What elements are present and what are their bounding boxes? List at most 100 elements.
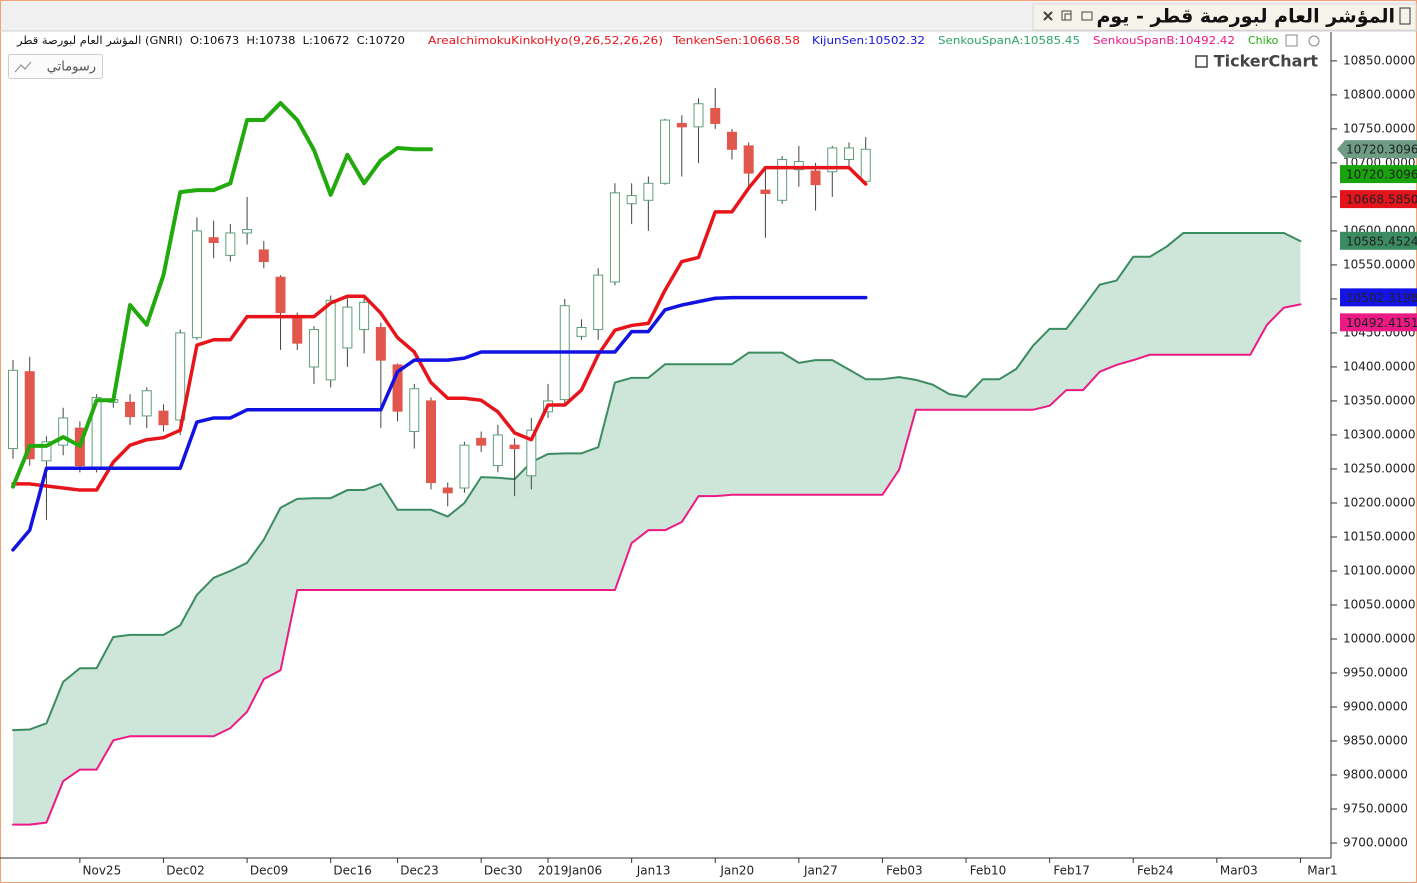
candle-body bbox=[860, 148, 871, 182]
indicator-line bbox=[12, 231, 1302, 732]
candle-body bbox=[58, 417, 69, 446]
indicator-line bbox=[11, 165, 868, 492]
indicator-line bbox=[11, 101, 433, 489]
legend-entry: AreaIchimokuKinkoHyo(9,26,52,26,26) bbox=[428, 34, 663, 47]
y-tick-label: 10350.0000 bbox=[1343, 393, 1416, 407]
x-tick-label: Dec02 bbox=[166, 864, 205, 878]
y-tick-label: 9700.0000 bbox=[1343, 836, 1408, 850]
candle-body bbox=[626, 195, 637, 205]
y-tick-label: 10850.0000 bbox=[1343, 53, 1416, 67]
x-tick-label: Dec09 bbox=[250, 864, 289, 878]
candle-body bbox=[392, 364, 403, 412]
candle-body bbox=[810, 170, 821, 186]
candle-body bbox=[359, 301, 370, 331]
candle-body bbox=[41, 441, 52, 462]
watermark-icon bbox=[1195, 55, 1208, 68]
x-tick-label: Jan27 bbox=[803, 864, 838, 878]
candle-body bbox=[760, 189, 771, 195]
candle-body bbox=[275, 276, 286, 314]
y-tick-label: 10800.0000 bbox=[1343, 87, 1416, 101]
candle-body bbox=[258, 249, 269, 263]
y-tick-label: 10150.0000 bbox=[1343, 529, 1416, 543]
candle-body bbox=[609, 192, 620, 283]
candle-body bbox=[125, 401, 136, 418]
candle-body bbox=[743, 145, 754, 174]
candle-body bbox=[643, 182, 654, 201]
x-tick-label: Feb10 bbox=[970, 864, 1007, 878]
price-tag-label: 10720.3096 bbox=[1346, 168, 1417, 182]
price-tag-label: 10502.3198 bbox=[1346, 291, 1417, 305]
info-line: المؤشر العام لبورصة قطر (GNRI) O:10673 H… bbox=[16, 34, 1279, 47]
price-tag bbox=[1337, 140, 1417, 159]
candle-body bbox=[225, 232, 236, 256]
candle-body bbox=[141, 390, 152, 417]
price-tag-label: 10492.4151 bbox=[1346, 316, 1417, 330]
x-tick-label: Jan13 bbox=[636, 864, 671, 878]
x-tick-label: Dec23 bbox=[400, 864, 439, 878]
candle-body bbox=[710, 107, 721, 124]
y-tick-label: 10200.0000 bbox=[1343, 495, 1416, 509]
candle-body bbox=[676, 122, 687, 128]
candle-body bbox=[175, 332, 186, 421]
y-tick-label: 9800.0000 bbox=[1343, 768, 1408, 782]
cloud-fill bbox=[13, 232, 1301, 825]
candle-body bbox=[325, 299, 336, 381]
drawings-button[interactable]: رسوماتي bbox=[8, 54, 103, 79]
price-tag bbox=[1340, 313, 1417, 332]
y-tick-label: 10100.0000 bbox=[1343, 563, 1416, 577]
x-tick-label: Feb17 bbox=[1053, 864, 1090, 878]
candle-body bbox=[593, 274, 604, 331]
candle-body bbox=[292, 317, 303, 344]
price-tag-label: 10668.5850 bbox=[1346, 193, 1417, 207]
candle-body bbox=[426, 400, 436, 484]
close-button[interactable] bbox=[1043, 11, 1053, 21]
indicator-line bbox=[11, 295, 868, 552]
y-tick-label: 9900.0000 bbox=[1343, 700, 1408, 714]
candle-body bbox=[409, 388, 420, 433]
price-tag bbox=[1340, 165, 1417, 184]
candle-body bbox=[242, 229, 253, 234]
candle-body bbox=[24, 371, 35, 460]
legend-entry: KijunSen:10502.32 bbox=[812, 34, 925, 47]
legend-entry: Chiko bbox=[1248, 34, 1279, 47]
plot-area bbox=[8, 88, 1302, 826]
x-tick-label: Jan20 bbox=[719, 864, 754, 878]
info-icons-area bbox=[1282, 33, 1330, 49]
y-tick-label: 10250.0000 bbox=[1343, 461, 1416, 475]
candle-body bbox=[777, 159, 788, 201]
legend-entry: TenkenSen:10668.58 bbox=[672, 34, 800, 47]
price-tag bbox=[1340, 231, 1417, 250]
chart-title: المؤشر العام لبورصة قطر - يوم bbox=[1096, 6, 1395, 28]
candle-body bbox=[793, 161, 804, 171]
y-tick-label: 10750.0000 bbox=[1343, 121, 1416, 135]
candle-body bbox=[375, 326, 386, 361]
x-tick-label: Mar1 bbox=[1307, 864, 1337, 878]
y-tick-label: 10300.0000 bbox=[1343, 427, 1416, 441]
restore-button[interactable] bbox=[1061, 10, 1072, 21]
candle-body bbox=[191, 230, 202, 339]
indicator-line bbox=[12, 303, 1302, 826]
candle-body bbox=[158, 410, 169, 426]
watermark: TickerChart bbox=[1214, 52, 1319, 71]
y-tick-label: 10400.0000 bbox=[1343, 359, 1416, 373]
title-area bbox=[1032, 3, 1417, 31]
y-tick-label: 10050.0000 bbox=[1343, 597, 1416, 611]
panel-settings-button[interactable] bbox=[1308, 35, 1320, 47]
candle-body bbox=[492, 434, 503, 467]
candle-body bbox=[660, 119, 671, 184]
x-tick-label: Feb24 bbox=[1137, 864, 1174, 878]
candle-body bbox=[844, 147, 854, 161]
price-tag bbox=[1340, 288, 1417, 307]
legend-entry: SenkouSpanB:10492.42 bbox=[1093, 34, 1235, 47]
candle-body bbox=[576, 326, 587, 337]
detach-button[interactable] bbox=[1081, 11, 1093, 21]
x-tick-label: Mar03 bbox=[1220, 864, 1258, 878]
price-tag-label: 10720.3096 bbox=[1346, 143, 1417, 157]
window-icon bbox=[1399, 7, 1411, 25]
candle-body bbox=[726, 131, 737, 150]
panel-maximize-button[interactable] bbox=[1285, 34, 1298, 47]
price-tag bbox=[1340, 190, 1417, 209]
x-tick-label: Feb03 bbox=[886, 864, 923, 878]
price-tag-label: 10585.4524 bbox=[1346, 234, 1417, 248]
